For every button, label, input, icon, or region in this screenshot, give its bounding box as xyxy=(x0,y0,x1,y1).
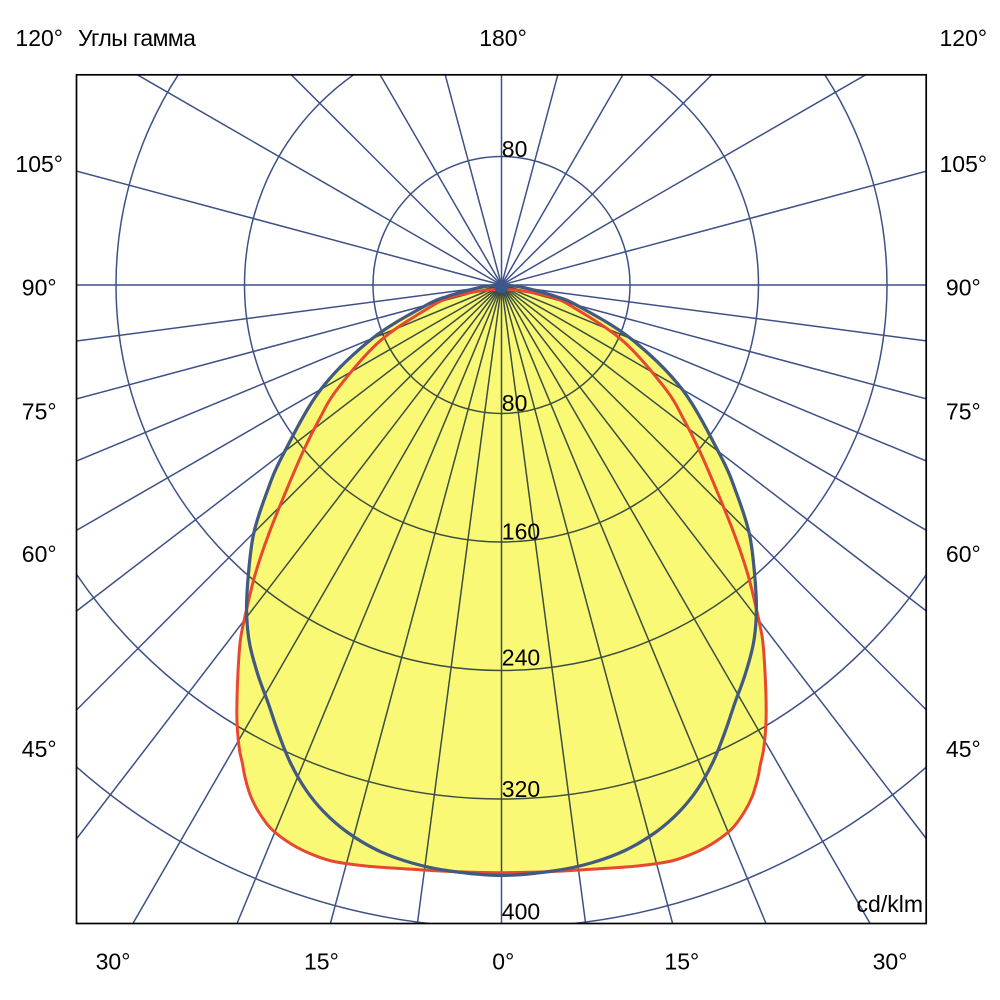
svg-text:80: 80 xyxy=(502,390,528,416)
svg-text:120°: 120° xyxy=(940,25,988,51)
svg-text:160: 160 xyxy=(502,518,540,544)
svg-text:105°: 105° xyxy=(940,151,988,177)
svg-text:cd/klm: cd/klm xyxy=(857,891,923,917)
svg-text:105°: 105° xyxy=(15,151,63,177)
svg-text:30°: 30° xyxy=(96,949,131,975)
svg-text:Углы гамма: Углы гамма xyxy=(78,25,196,51)
svg-text:120°: 120° xyxy=(15,25,63,51)
svg-text:75°: 75° xyxy=(946,398,981,424)
svg-text:45°: 45° xyxy=(946,736,981,762)
svg-text:0°: 0° xyxy=(492,949,514,975)
svg-text:320: 320 xyxy=(502,776,540,802)
svg-text:45°: 45° xyxy=(22,736,57,762)
svg-text:240: 240 xyxy=(502,645,540,671)
svg-text:15°: 15° xyxy=(664,949,699,975)
svg-text:80: 80 xyxy=(502,136,528,162)
svg-text:75°: 75° xyxy=(22,398,57,424)
svg-text:60°: 60° xyxy=(946,541,981,567)
svg-text:180°: 180° xyxy=(479,25,527,51)
svg-text:90°: 90° xyxy=(22,275,57,301)
svg-text:30°: 30° xyxy=(873,949,908,975)
svg-text:15°: 15° xyxy=(304,949,339,975)
svg-text:60°: 60° xyxy=(22,541,57,567)
svg-text:90°: 90° xyxy=(946,275,981,301)
svg-text:400: 400 xyxy=(502,899,540,925)
